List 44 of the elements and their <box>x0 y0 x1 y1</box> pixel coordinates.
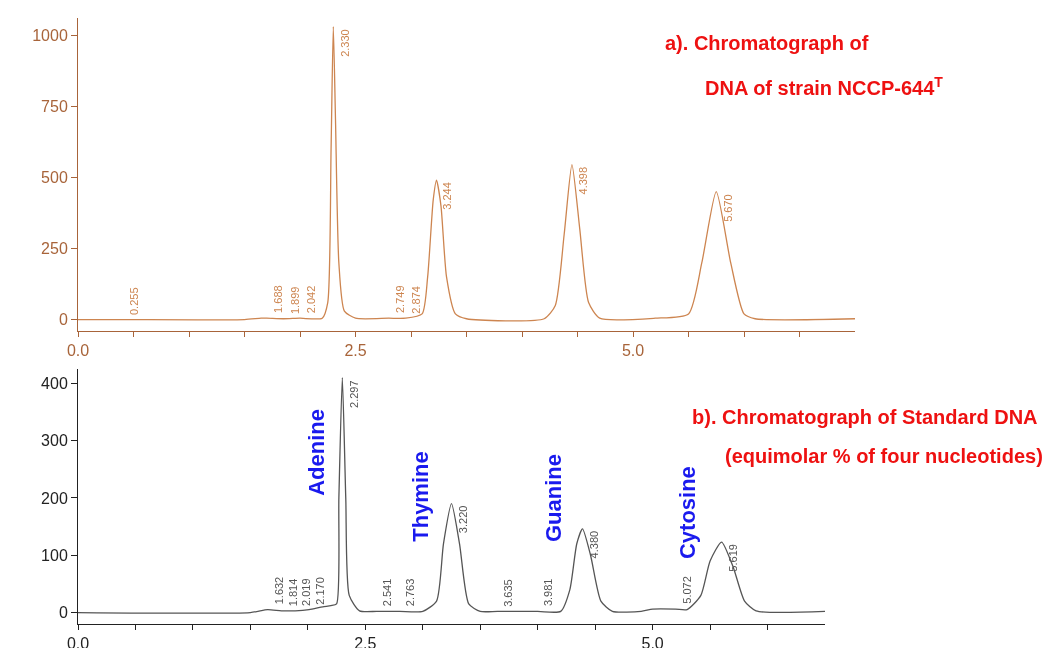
annotation: 3.635 <box>502 579 515 607</box>
annotation: Thymine <box>408 451 434 542</box>
annotation: Adenine <box>303 409 329 496</box>
annotation: 3.244 <box>441 182 454 210</box>
annotation: 1.632 <box>272 576 285 605</box>
annotation: 5.619 <box>726 544 739 572</box>
y-tick-label: 750 <box>41 97 68 115</box>
annotation: 2.541 <box>381 578 394 607</box>
annotation: 4.380 <box>587 530 600 559</box>
annotation: 2.749 <box>393 285 406 313</box>
x-tick-label: 2.5 <box>344 342 367 360</box>
y-tick-label: 400 <box>41 374 68 392</box>
annotation: 5.670 <box>721 194 734 222</box>
y-tick-label: 500 <box>41 168 68 186</box>
annotation: 2.297 <box>347 380 360 408</box>
annotation: 1.899 <box>288 286 301 315</box>
annotation: 2.019 <box>300 578 313 607</box>
text: a). Chromatograph of <box>665 32 869 54</box>
text: b). Chromatograph of Standard DNA <box>692 406 1038 428</box>
annotation: 4.398 <box>577 166 590 195</box>
y-tick-label: 0 <box>58 604 68 622</box>
text: (equimolar % of four nucleotides) <box>725 445 1043 467</box>
annotation: 1.814 <box>286 578 299 607</box>
y-tick-label: 1000 <box>32 26 68 44</box>
annotation: 2.170 <box>314 577 327 605</box>
x-tick-label: 0.0 <box>66 342 90 360</box>
annotation: 0.255 <box>127 287 140 316</box>
y-tick-label: 300 <box>41 432 68 450</box>
annotation: 2.763 <box>404 578 417 607</box>
annotation: 5.072 <box>680 576 693 604</box>
y-tick-label: 200 <box>41 489 68 507</box>
text: DNA of strain NCCP-644$^{T}$ <box>705 74 944 100</box>
y-tick-label: 250 <box>41 240 68 258</box>
annotation: 2.330 <box>338 29 351 57</box>
annotation: 3.220 <box>456 505 469 534</box>
x-tick-label: 5.0 <box>621 342 645 360</box>
annotation: Cytosine <box>675 466 701 560</box>
y-tick-label: 100 <box>41 546 68 564</box>
y-tick-label: 0 <box>58 311 68 329</box>
annotation: 2.042 <box>304 285 317 314</box>
annotation: Guanine <box>541 454 567 543</box>
annotation: 2.874 <box>410 286 423 314</box>
annotation: 1.688 <box>271 285 284 313</box>
annotation: 3.981 <box>542 578 555 607</box>
